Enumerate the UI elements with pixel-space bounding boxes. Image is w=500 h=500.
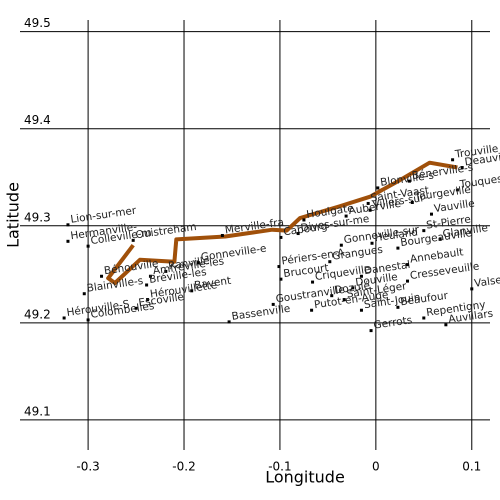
town-label: Bassenville xyxy=(231,303,291,323)
town-point xyxy=(82,292,86,296)
town-point xyxy=(406,279,410,283)
town-point xyxy=(406,263,410,267)
x-tick-label: 0.1 xyxy=(462,460,481,474)
x-axis-label: Longitude xyxy=(265,468,345,487)
town-point xyxy=(369,329,373,333)
x-tick-label: -0.2 xyxy=(172,460,195,474)
town-label: Dozulé xyxy=(333,280,370,297)
town-point xyxy=(196,261,200,265)
town-point xyxy=(134,306,138,310)
town-point xyxy=(62,316,66,320)
town-point xyxy=(359,308,363,312)
town-point xyxy=(145,283,149,287)
town-point xyxy=(146,298,150,302)
town-point xyxy=(302,218,306,222)
town-point xyxy=(422,229,426,233)
town-point xyxy=(310,308,314,312)
town-point xyxy=(164,269,168,273)
town-point xyxy=(279,277,283,281)
town-point xyxy=(368,208,372,212)
town-point xyxy=(344,214,348,218)
town-label: Ranville xyxy=(168,255,211,273)
town-point xyxy=(86,318,90,322)
town-point xyxy=(227,320,231,324)
town-point xyxy=(220,233,224,237)
town-point xyxy=(422,316,426,320)
y-tick-label: 49.1 xyxy=(24,404,51,418)
x-tick-label: -0.3 xyxy=(76,460,99,474)
town-point xyxy=(328,260,332,264)
town-point xyxy=(148,274,152,278)
y-tick-label: 49.5 xyxy=(24,16,51,30)
town-point xyxy=(451,158,455,162)
town-point xyxy=(190,289,194,293)
town-label: Touques xyxy=(458,173,500,191)
town-label: Valsemé xyxy=(474,272,500,290)
town-point xyxy=(370,241,374,245)
town-point xyxy=(366,201,370,205)
town-label: Gerrots xyxy=(373,314,413,331)
town-point xyxy=(277,265,281,269)
town-point xyxy=(66,239,70,243)
route xyxy=(106,160,458,285)
town-point xyxy=(311,280,315,284)
town-point xyxy=(438,237,442,241)
town-point xyxy=(429,212,433,216)
town-point xyxy=(376,186,380,190)
town-label: Escoville xyxy=(138,291,185,309)
town-point xyxy=(330,294,334,298)
town-point xyxy=(460,166,464,170)
x-tick-label: 0 xyxy=(372,460,380,474)
town-point xyxy=(444,323,448,327)
town-point xyxy=(86,244,90,248)
town-label: Douville xyxy=(355,271,399,289)
town-point xyxy=(359,274,363,278)
town-label: Bavent xyxy=(193,275,231,292)
town-point xyxy=(470,287,474,291)
town-point xyxy=(131,238,135,242)
town-point xyxy=(279,235,283,239)
x-tick-label: -0.1 xyxy=(268,460,291,474)
town-point xyxy=(396,246,400,250)
y-tick-label: 49.2 xyxy=(24,307,51,321)
town-point xyxy=(342,298,346,302)
town-point xyxy=(271,302,275,306)
town-point xyxy=(455,188,459,192)
y-tick-label: 49.4 xyxy=(24,113,51,127)
town-point xyxy=(351,286,355,290)
town-point xyxy=(100,274,104,278)
town-point xyxy=(396,305,400,309)
y-tick-label: 49.3 xyxy=(24,210,51,224)
town-point xyxy=(66,223,70,227)
town-point xyxy=(407,179,411,183)
town-point xyxy=(296,232,300,236)
y-axis-label: Latitude xyxy=(4,182,23,248)
town-label: Vauville xyxy=(433,198,475,216)
town-label: Blainville-s xyxy=(86,275,144,295)
town-point xyxy=(339,243,343,247)
town-label: Gonneville-e xyxy=(200,243,267,264)
town-label: Deauville xyxy=(464,150,500,169)
town-point xyxy=(410,200,414,204)
town-label: Heuland xyxy=(374,226,419,244)
